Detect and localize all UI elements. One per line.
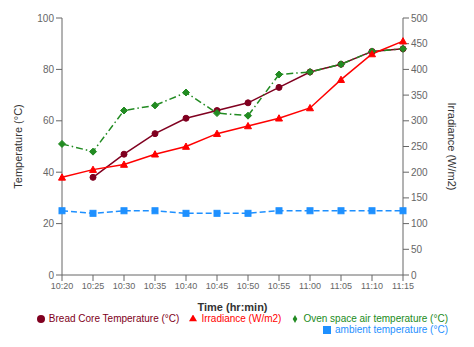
- svg-text:300: 300: [411, 115, 428, 126]
- svg-text:50: 50: [411, 244, 423, 255]
- svg-text:350: 350: [411, 90, 428, 101]
- svg-text:Irradiance (W/m2): Irradiance (W/m2): [446, 102, 458, 190]
- svg-text:100: 100: [37, 13, 54, 24]
- html-text:Oven space air temperature (°C: Oven space air temperature (°C): [303, 313, 448, 324]
- svg-text:100: 100: [411, 218, 428, 229]
- html-text:Irradiance (W/m2): Irradiance (W/m2): [201, 313, 282, 324]
- svg-text:10:35: 10:35: [144, 281, 167, 291]
- svg-text:60: 60: [43, 115, 55, 126]
- svg-text:20: 20: [43, 218, 55, 229]
- svg-text:10:45: 10:45: [206, 281, 229, 291]
- svg-text:200: 200: [411, 167, 428, 178]
- svg-text:11:10: 11:10: [361, 281, 383, 291]
- svg-text:400: 400: [411, 64, 428, 75]
- svg-text:500: 500: [411, 13, 428, 24]
- svg-text:10:20: 10:20: [51, 281, 74, 291]
- svg-text:10:50: 10:50: [237, 281, 260, 291]
- svg-text:Temperature (°C): Temperature (°C): [12, 104, 24, 188]
- svg-text:150: 150: [411, 192, 428, 203]
- svg-text:40: 40: [43, 167, 55, 178]
- svg-text:10:30: 10:30: [113, 281, 136, 291]
- svg-text:10:25: 10:25: [82, 281, 105, 291]
- svg-text:80: 80: [43, 64, 55, 75]
- svg-text:11:15: 11:15: [392, 281, 414, 291]
- svg-text:Time (hr:min): Time (hr:min): [197, 301, 267, 313]
- svg-text:11:00: 11:00: [299, 281, 321, 291]
- svg-text:10:55: 10:55: [268, 281, 291, 291]
- html-text:ambient temperature (°C): ambient temperature (°C): [335, 324, 448, 335]
- svg-text:10:40: 10:40: [175, 281, 198, 291]
- svg-text:0: 0: [411, 270, 417, 281]
- html-text:Bread Core Temperature (°C): Bread Core Temperature (°C): [48, 313, 180, 324]
- svg-text:11:05: 11:05: [330, 281, 352, 291]
- svg-text:250: 250: [411, 141, 428, 152]
- svg-text:0: 0: [48, 270, 54, 281]
- svg-text:450: 450: [411, 38, 428, 49]
